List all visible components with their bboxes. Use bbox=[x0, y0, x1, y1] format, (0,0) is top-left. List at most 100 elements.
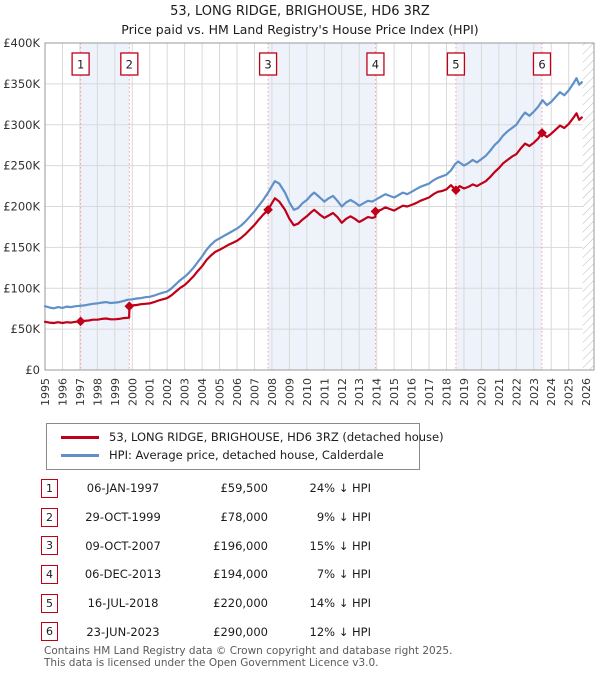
no-data-hatch-region bbox=[582, 43, 594, 370]
sale-number-badge: 6 bbox=[41, 622, 58, 642]
page-subtitle: Price paid vs. HM Land Registry's House … bbox=[121, 22, 479, 38]
sale-number-box bbox=[446, 52, 466, 76]
sale-date: 06-JAN-1997 bbox=[86, 481, 160, 496]
x-axis-tick-label: 2009 bbox=[283, 378, 296, 406]
x-axis-tick-label: 2021 bbox=[493, 378, 506, 406]
y-axis-tick-label: £100K bbox=[3, 281, 40, 295]
y-axis-tick-label: £400K bbox=[3, 36, 40, 50]
page-title: 53, LONG RIDGE, BRIGHOUSE, HD6 3RZ bbox=[170, 4, 430, 19]
y-axis-tick-label: £200K bbox=[3, 200, 40, 214]
y-axis-tick-label: £250K bbox=[3, 159, 40, 173]
x-axis-tick-label: 2006 bbox=[231, 378, 244, 406]
sale-hpi-difference: 9% ↓ HPI bbox=[316, 510, 371, 525]
x-axis-tick-label: 1999 bbox=[109, 378, 122, 406]
y-axis-tick-label: £150K bbox=[3, 240, 40, 254]
x-axis-tick-label: 2015 bbox=[388, 378, 401, 406]
x-axis-tick-label: 2014 bbox=[371, 378, 384, 406]
x-axis-tick-label: 2010 bbox=[301, 378, 314, 406]
sale-date: 09-OCT-2007 bbox=[85, 538, 161, 553]
x-axis-tick-label: 2022 bbox=[510, 378, 523, 406]
sale-marker-diamond bbox=[75, 316, 86, 327]
x-axis-tick-label: 2012 bbox=[336, 378, 349, 406]
sale-date: 23-JUN-2023 bbox=[86, 624, 160, 639]
sale-number-badge: 5 bbox=[41, 593, 58, 613]
x-axis-tick-label: 2016 bbox=[406, 378, 419, 406]
sale-number-badge: 1 bbox=[41, 478, 58, 498]
sale-number-badge: 2 bbox=[41, 507, 58, 527]
x-axis-tick-label: 2017 bbox=[423, 378, 436, 406]
sale-table-row: 6 23-JUN-2023 £290,000 12% ↓ HPI bbox=[41, 617, 561, 646]
sale-hpi-difference: 15% ↓ HPI bbox=[309, 538, 371, 553]
sale-price: £290,000 bbox=[213, 624, 268, 639]
plot-border bbox=[44, 42, 595, 371]
sale-price: £220,000 bbox=[213, 596, 268, 611]
sale-number-badge: 3 bbox=[41, 536, 58, 556]
footer-line-licence: This data is licensed under the Open Gov… bbox=[44, 656, 379, 669]
x-axis-tick-label: 2003 bbox=[179, 378, 192, 406]
hpi-line-swatch bbox=[61, 453, 99, 457]
x-axis-tick-label: 2005 bbox=[214, 378, 227, 406]
sale-table-row: 1 06-JAN-1997 £59,500 24% ↓ HPI bbox=[41, 474, 561, 503]
y-axis-tick-label: £300K bbox=[3, 118, 40, 132]
sale-marker-diamond bbox=[451, 185, 461, 195]
x-axis-tick-label: 2018 bbox=[440, 378, 453, 406]
sale-number-label: 5 bbox=[452, 58, 459, 72]
sale-hpi-difference: 12% ↓ HPI bbox=[309, 624, 371, 639]
sale-date: 06-DEC-2013 bbox=[84, 567, 162, 582]
y-axis-tick-label: £0 bbox=[25, 363, 40, 377]
sales-table: 1 06-JAN-1997 £59,500 24% ↓ HPI 2 29-OCT… bbox=[41, 474, 561, 646]
sale-number-box bbox=[366, 52, 385, 76]
sale-number-label: 2 bbox=[126, 58, 133, 72]
x-axis-tick-label: 2019 bbox=[458, 378, 471, 406]
x-axis-tick-label: 2020 bbox=[475, 378, 488, 406]
sale-number-box bbox=[120, 52, 139, 76]
legend-row-hpi: HPI: Average price, detached house, Cald… bbox=[53, 446, 413, 464]
sale-hpi-difference: 7% ↓ HPI bbox=[316, 567, 371, 582]
hpi-line bbox=[43, 77, 583, 310]
x-axis-tick-label: 2023 bbox=[528, 378, 541, 406]
chart-legend: 53, LONG RIDGE, BRIGHOUSE, HD6 3RZ (deta… bbox=[46, 423, 444, 470]
x-axis-tick-label: 1995 bbox=[39, 378, 52, 406]
x-axis-tick-label: 2004 bbox=[196, 378, 209, 406]
sale-marker-diamond bbox=[263, 204, 273, 215]
sale-marker-diamond bbox=[537, 128, 547, 138]
legend-label-property: 53, LONG RIDGE, BRIGHOUSE, HD6 3RZ (deta… bbox=[109, 430, 444, 444]
x-axis-tick-label: 2025 bbox=[563, 378, 576, 406]
sale-number-badge: 4 bbox=[41, 564, 58, 584]
sale-price: £59,500 bbox=[220, 481, 268, 496]
x-axis-tick-label: 2002 bbox=[161, 378, 174, 406]
chart-titles: 53, LONG RIDGE, BRIGHOUSE, HD6 3RZ Price… bbox=[0, 3, 600, 39]
x-axis-tick-label: 2008 bbox=[266, 378, 279, 406]
x-axis-tick-label: 1997 bbox=[74, 378, 87, 406]
y-axis-tick-label: £350K bbox=[3, 77, 40, 91]
footer-line-copyright: Contains HM Land Registry data © Crown c… bbox=[44, 645, 453, 657]
property-line-swatch bbox=[61, 435, 99, 439]
sale-price: £196,000 bbox=[213, 538, 268, 553]
sale-table-row: 2 29-OCT-1999 £78,000 9% ↓ HPI bbox=[41, 503, 561, 532]
sale-table-row: 4 06-DEC-2013 £194,000 7% ↓ HPI bbox=[41, 560, 561, 589]
sale-number-label: 4 bbox=[372, 58, 379, 72]
license-footer: Contains HM Land Registry data © Crown c… bbox=[44, 645, 453, 669]
x-axis-tick-label: 2013 bbox=[353, 378, 366, 406]
sale-number-label: 3 bbox=[264, 58, 271, 72]
x-axis-tick-label: 2011 bbox=[318, 378, 331, 406]
legend-label-hpi: HPI: Average price, detached house, Cald… bbox=[109, 448, 384, 462]
sale-table-row: 3 09-OCT-2007 £196,000 15% ↓ HPI bbox=[41, 531, 561, 560]
sale-number-label: 1 bbox=[77, 58, 84, 72]
sale-hpi-difference: 24% ↓ HPI bbox=[309, 481, 371, 496]
x-axis-tick-label: 2001 bbox=[144, 378, 157, 406]
y-axis-tick-label: £50K bbox=[11, 322, 41, 336]
x-axis-tick-label: 2024 bbox=[545, 378, 558, 406]
sale-date: 16-JUL-2018 bbox=[87, 596, 159, 611]
sale-marker-diamond bbox=[124, 301, 135, 312]
sale-number-label: 6 bbox=[538, 58, 545, 72]
sale-number-box bbox=[532, 52, 552, 76]
x-axis-tick-label: 1996 bbox=[56, 378, 69, 406]
sale-table-row: 5 16-JUL-2018 £220,000 14% ↓ HPI bbox=[41, 589, 561, 618]
legend-row-property: 53, LONG RIDGE, BRIGHOUSE, HD6 3RZ (deta… bbox=[53, 428, 444, 446]
x-axis-tick-label: 2000 bbox=[126, 378, 139, 406]
sale-marker-diamond bbox=[370, 206, 381, 217]
sale-date: 29-OCT-1999 bbox=[85, 510, 161, 525]
sale-hpi-difference: 14% ↓ HPI bbox=[309, 596, 371, 611]
